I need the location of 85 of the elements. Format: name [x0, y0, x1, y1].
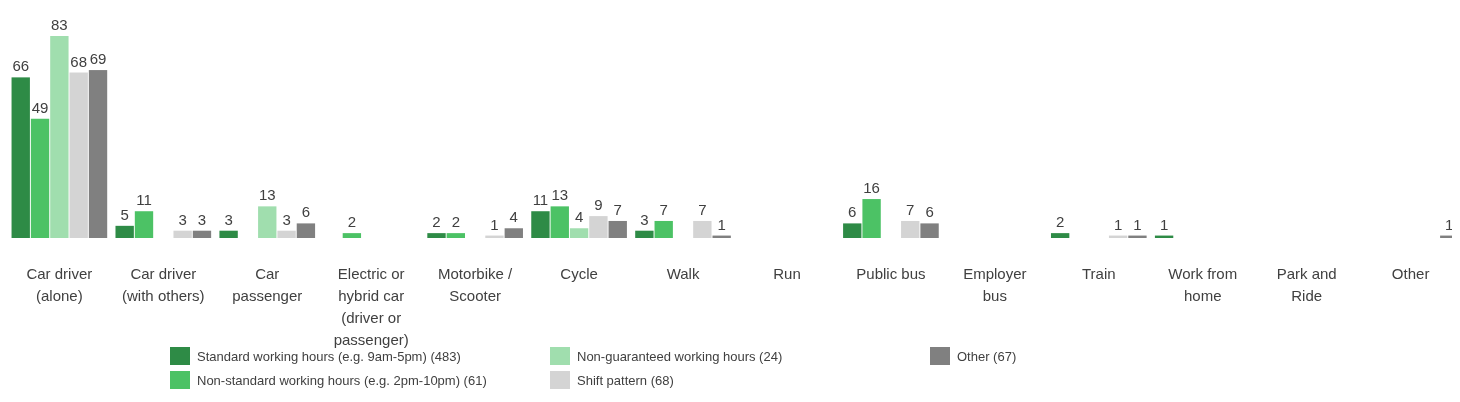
- data-label: 7: [906, 200, 915, 218]
- x-tick-label: Public bus: [856, 265, 926, 282]
- bar: [258, 206, 277, 238]
- data-label: 9: [594, 196, 603, 214]
- data-label: 49: [31, 98, 49, 116]
- x-tick-label: Car driver (with others): [122, 265, 205, 304]
- bar: [50, 36, 69, 238]
- x-tick-label: Car passenger: [232, 265, 303, 304]
- bar: [446, 233, 465, 238]
- bar: [11, 77, 30, 238]
- data-label: 3: [282, 210, 291, 228]
- data-label: 1: [1113, 215, 1123, 233]
- data-label: 6: [848, 203, 857, 221]
- x-tick-label: Other: [1391, 265, 1430, 282]
- bar: [192, 230, 212, 238]
- legend-label: Non-guaranteed working hours (24): [577, 349, 783, 364]
- bar: [69, 72, 88, 238]
- bar: [219, 230, 238, 238]
- data-label: 11: [136, 191, 152, 209]
- bar: [1050, 233, 1070, 238]
- bar: [173, 230, 192, 238]
- bar: [550, 206, 569, 238]
- bar: [920, 223, 939, 238]
- data-label: 7: [613, 200, 622, 218]
- bar: [277, 230, 296, 238]
- data-label: 2: [347, 213, 357, 231]
- bar: [843, 223, 862, 238]
- data-label: 7: [698, 200, 707, 218]
- x-tick-label: Car driver (alone): [26, 265, 93, 304]
- data-label: 69: [89, 50, 107, 68]
- bar: [693, 220, 712, 238]
- data-label: 1: [717, 215, 726, 233]
- bar: [531, 211, 550, 238]
- data-label: 68: [70, 52, 88, 70]
- x-tick-label: Electric or hybrid car (driver or passenger): [333, 265, 409, 348]
- data-label: 3: [178, 210, 187, 228]
- data-label: 1: [1159, 215, 1169, 233]
- bar: [342, 233, 362, 238]
- bar: [654, 220, 673, 238]
- data-label: 1: [490, 215, 499, 233]
- bar: [862, 199, 881, 238]
- legend-label: Shift pattern (68): [577, 373, 674, 388]
- x-tick-label: Work from home: [1168, 265, 1238, 304]
- data-label: 3: [640, 210, 649, 228]
- bar: [30, 118, 50, 238]
- data-label: 3: [224, 210, 233, 228]
- x-tick-label: Train: [1081, 265, 1116, 282]
- bar: [134, 211, 154, 238]
- data-label: 83: [51, 16, 68, 33]
- x-tick-label: Cycle: [560, 265, 598, 282]
- legend-label: Standard working hours (e.g. 9am-5pm) (483): [197, 349, 461, 364]
- data-label: 66: [12, 57, 30, 75]
- legend-label: Other (67): [957, 349, 1017, 364]
- x-tick-label: Run: [773, 265, 801, 282]
- bar: [569, 228, 589, 238]
- bar: [427, 233, 446, 238]
- bar: [901, 220, 920, 238]
- data-label: 13: [551, 186, 569, 204]
- data-label: 2: [451, 213, 460, 231]
- bar: [296, 223, 316, 238]
- data-label: 16: [863, 179, 880, 197]
- data-label: 1: [1133, 215, 1142, 233]
- data-label: 6: [301, 203, 311, 221]
- data-label: 6: [925, 203, 934, 221]
- x-tick-label: Park and Ride: [1276, 265, 1337, 304]
- x-tick-label: Employer bus: [963, 265, 1027, 304]
- data-label: 7: [659, 200, 668, 218]
- bar: [635, 230, 654, 238]
- legend-label: Non-standard working hours (e.g. 2pm-10pm) (61): [197, 373, 487, 388]
- x-tick-label: Walk: [666, 265, 700, 282]
- data-label: 4: [574, 208, 584, 226]
- bar: [115, 225, 134, 238]
- data-label: 5: [120, 205, 129, 223]
- data-label: 2: [432, 213, 441, 231]
- data-label: 3: [197, 210, 207, 228]
- data-label: 4: [509, 208, 518, 226]
- data-label: 2: [1055, 213, 1065, 231]
- bar: [504, 228, 523, 238]
- bar: [589, 216, 608, 238]
- data-label: 1: [1445, 215, 1454, 233]
- data-label: 11: [532, 191, 549, 209]
- bar: [608, 220, 627, 238]
- bar: [88, 70, 108, 238]
- data-label: 13: [258, 186, 276, 204]
- x-tick-label: Motorbike / Scooter: [438, 265, 514, 304]
